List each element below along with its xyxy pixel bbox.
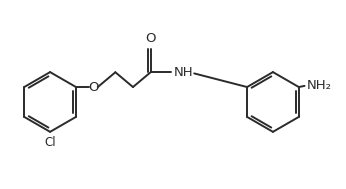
Text: NH₂: NH₂ [307, 79, 332, 92]
Text: Cl: Cl [44, 136, 56, 149]
Text: O: O [145, 32, 156, 45]
Text: NH: NH [174, 66, 193, 79]
Text: O: O [88, 81, 98, 94]
